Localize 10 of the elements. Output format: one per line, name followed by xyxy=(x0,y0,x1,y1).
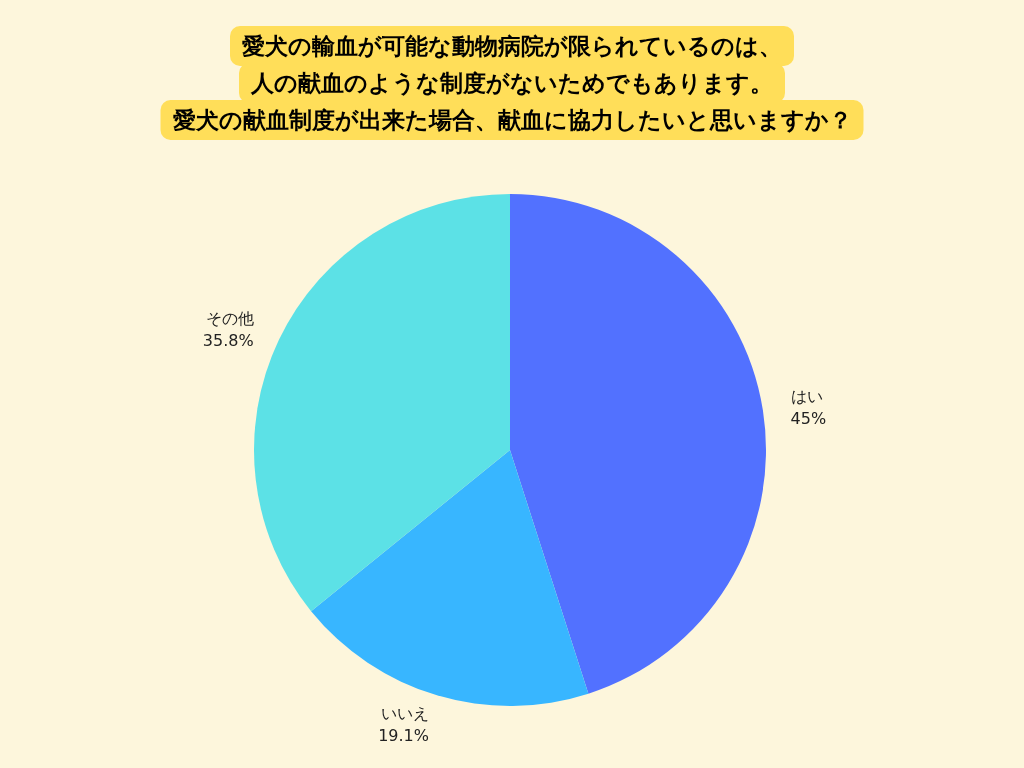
data-label: 45% xyxy=(790,409,827,429)
slice-label: はい xyxy=(790,387,823,407)
slice-label: いいえ xyxy=(380,703,429,723)
chart-subtitle: 愛犬の献血制度が出来た場合、献血に協力したいと思いますか？ xyxy=(172,107,852,133)
data-label: 35.8% xyxy=(202,331,254,351)
chart-title: 愛犬の輸血が可能な動物病院が限られているのは、人の献血のような制度がないためでもあります。 xyxy=(242,33,782,96)
subtitle: 愛犬の献血制度が出来た場合、献血に協力したいと思いますか？ xyxy=(160,100,864,140)
data-label: 19.1% xyxy=(378,725,429,745)
title: 愛犬の輸血が可能な動物病院が限られているのは、人の献血のような制度がないためでもあります。 xyxy=(230,26,794,103)
slice-label: その他 xyxy=(205,309,254,329)
